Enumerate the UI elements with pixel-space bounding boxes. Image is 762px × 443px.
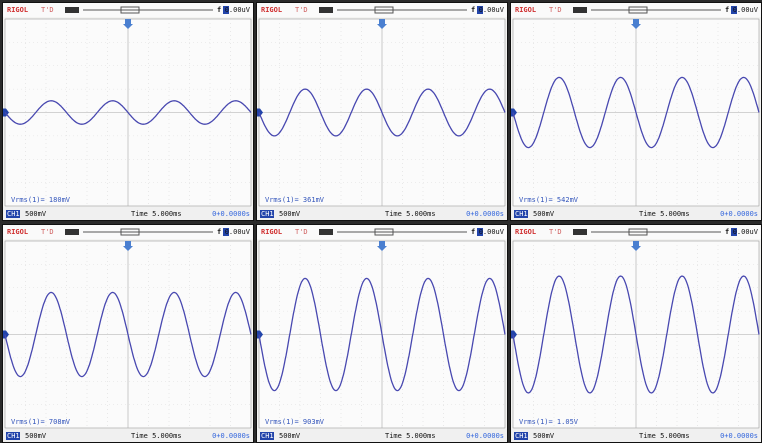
memory-bar <box>573 7 587 13</box>
brand: RIGOL <box>7 6 28 14</box>
memory-bar <box>319 7 333 13</box>
memory-bar <box>573 229 587 235</box>
trigger-level: 0.00uV <box>225 6 251 14</box>
scope-screen: RIGOL T'D f 0.00uV Vrms(1)= 180mV CH1 500mV Tim… <box>3 3 253 220</box>
measurement: Vrms(1)= 542mV <box>519 196 579 204</box>
time-offset: 0+0.0000s <box>212 210 250 218</box>
brand: RIGOL <box>515 228 536 236</box>
brand: RIGOL <box>7 228 28 236</box>
status: T'D <box>549 228 562 236</box>
time-base: Time 5.000ms <box>385 432 436 440</box>
vertical-scale: 500mV <box>279 432 301 440</box>
scope-panel: RIGOL T'D f 0.00uV Vrms(1)= 180mV CH1 500mV Tim… <box>2 2 254 221</box>
time-offset: 0+0.0000s <box>466 432 504 440</box>
time-offset: 0+0.0000s <box>212 432 250 440</box>
scope-screen: RIGOL T'D f 0.00uV Vrms(1)= 361mV CH1 500mV Tim… <box>257 3 507 220</box>
scope-panel: RIGOL T'D f 0.00uV Vrms(1)= 361mV CH1 500mV Tim… <box>256 2 508 221</box>
trigger-level: 0.00uV <box>225 228 251 236</box>
status: T'D <box>41 6 54 14</box>
scope-panel: RIGOL T'D f 0.00uV Vrms(1)= 542mV CH1 500mV Tim… <box>510 2 762 221</box>
measurement: Vrms(1)= 180mV <box>11 196 71 204</box>
trigger-icon: f <box>725 6 729 14</box>
time-offset: 0+0.0000s <box>720 432 758 440</box>
channel: CH1 <box>515 432 528 440</box>
measurement: Vrms(1)= 1.05V <box>519 418 579 426</box>
vertical-scale: 500mV <box>25 432 47 440</box>
memory-bar <box>65 229 79 235</box>
vertical-scale: 500mV <box>533 432 555 440</box>
trigger-level: 0.00uV <box>733 228 759 236</box>
brand: RIGOL <box>515 6 536 14</box>
trigger-level: 0.00uV <box>479 228 505 236</box>
trigger-icon: f <box>217 228 221 236</box>
measurement: Vrms(1)= 361mV <box>265 196 325 204</box>
scope-panel: RIGOL T'D f 0.00uV Vrms(1)= 1.05V CH1 500mV Tim… <box>510 224 762 443</box>
vertical-scale: 500mV <box>25 210 47 218</box>
scope-screen: RIGOL T'D f 0.00uV Vrms(1)= 903mV CH1 500mV Tim… <box>257 225 507 442</box>
time-base: Time 5.000ms <box>385 210 436 218</box>
time-offset: 0+0.0000s <box>720 210 758 218</box>
scope-screen: RIGOL T'D f 0.00uV Vrms(1)= 542mV CH1 500mV Tim… <box>511 3 761 220</box>
memory-bar <box>65 7 79 13</box>
trigger-level: 0.00uV <box>733 6 759 14</box>
channel: CH1 <box>7 432 20 440</box>
memory-bar <box>319 229 333 235</box>
trigger-icon: f <box>217 6 221 14</box>
oscilloscope-grid: RIGOL T'D f 0.00uV Vrms(1)= 180mV CH1 500mV Tim… <box>0 0 762 443</box>
trigger-level: 0.00uV <box>479 6 505 14</box>
scope-screen: RIGOL T'D f 0.00uV Vrms(1)= 1.05V CH1 500mV Tim… <box>511 225 761 442</box>
status: T'D <box>295 6 308 14</box>
scope-screen: RIGOL T'D f 0.00uV Vrms(1)= 708mV CH1 500mV Tim… <box>3 225 253 442</box>
measurement: Vrms(1)= 708mV <box>11 418 71 426</box>
brand: RIGOL <box>261 228 282 236</box>
trigger-icon: f <box>725 228 729 236</box>
vertical-scale: 500mV <box>279 210 301 218</box>
channel: CH1 <box>7 210 20 218</box>
status: T'D <box>295 228 308 236</box>
scope-panel: RIGOL T'D f 0.00uV Vrms(1)= 708mV CH1 500mV Tim… <box>2 224 254 443</box>
time-offset: 0+0.0000s <box>466 210 504 218</box>
channel: CH1 <box>261 432 274 440</box>
time-base: Time 5.000ms <box>131 210 182 218</box>
vertical-scale: 500mV <box>533 210 555 218</box>
channel: CH1 <box>515 210 528 218</box>
channel: CH1 <box>261 210 274 218</box>
trigger-icon: f <box>471 6 475 14</box>
time-base: Time 5.000ms <box>131 432 182 440</box>
measurement: Vrms(1)= 903mV <box>265 418 325 426</box>
time-base: Time 5.000ms <box>639 210 690 218</box>
status: T'D <box>549 6 562 14</box>
trigger-icon: f <box>471 228 475 236</box>
time-base: Time 5.000ms <box>639 432 690 440</box>
status: T'D <box>41 228 54 236</box>
scope-panel: RIGOL T'D f 0.00uV Vrms(1)= 903mV CH1 500mV Tim… <box>256 224 508 443</box>
brand: RIGOL <box>261 6 282 14</box>
